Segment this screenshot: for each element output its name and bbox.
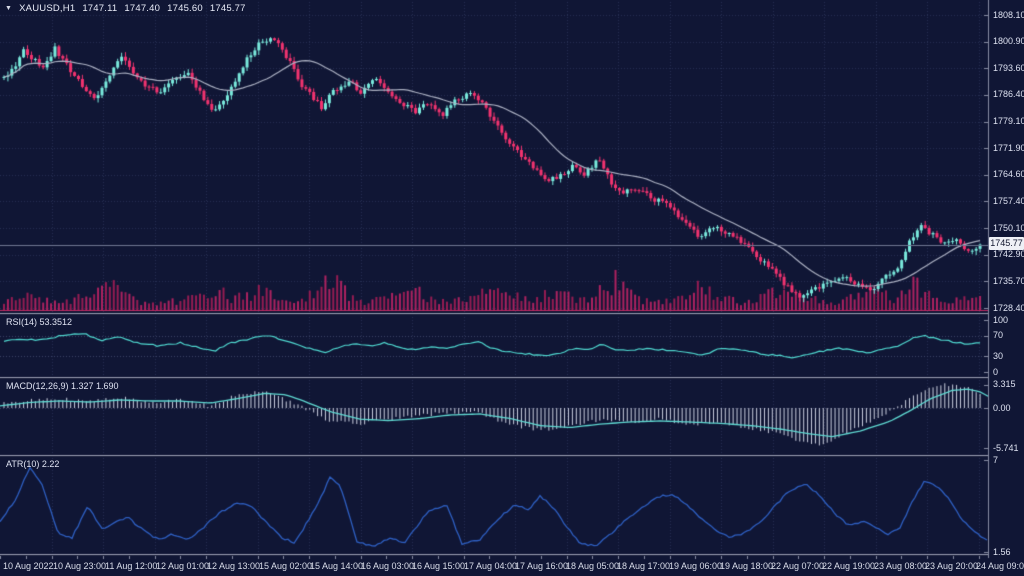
price-axis-label: 1808.10: [993, 9, 1024, 20]
time-axis-label: 17 Aug 16:00: [515, 561, 569, 571]
time-axis-label: 12 Aug 01:00: [156, 561, 210, 571]
time-axis-label: 23 Aug 08:00: [874, 561, 928, 571]
time-axis-label: 16 Aug 03:00: [361, 561, 415, 571]
atr-scale-label: 7: [993, 454, 999, 465]
price-axis-label: 1728.40: [993, 302, 1024, 313]
time-axis-label: 10 Aug 23:00: [53, 561, 107, 571]
time-axis-label: 15 Aug 02:00: [259, 561, 313, 571]
time-axis-label: 11 Aug 12:00: [105, 561, 158, 571]
time-axis-label: 10 Aug 2022: [3, 561, 54, 571]
price-axis-label: 1735.70: [993, 275, 1024, 286]
time-axis-label: 12 Aug 13:00: [207, 561, 261, 571]
rsi-scale-label: 30: [993, 350, 1004, 361]
rsi-scale-label: 0: [993, 366, 999, 377]
macd-scale-label: 3.315: [993, 379, 1016, 390]
price-axis-label: 1779.10: [993, 116, 1024, 127]
time-axis-label: 18 Aug 17:00: [617, 561, 671, 571]
price-axis-label: 1793.60: [993, 62, 1024, 73]
time-axis-label: 23 Aug 20:00: [925, 561, 979, 571]
rsi-scale-label: 70: [993, 330, 1004, 341]
time-axis-label: 17 Aug 04:00: [464, 561, 518, 571]
price-axis-label: 1742.90: [993, 249, 1024, 260]
price-axis-label: 1800.90: [993, 36, 1024, 47]
price-axis-label: 1764.60: [993, 169, 1024, 180]
price-axis-label: 1786.40: [993, 89, 1024, 100]
atr-scale-label: 1.56: [993, 546, 1011, 557]
time-axis-label: 22 Aug 19:00: [822, 561, 876, 571]
time-axis-label: 18 Aug 05:00: [566, 561, 620, 571]
time-axis-label: 22 Aug 07:00: [771, 561, 825, 571]
time-axis-label: 24 Aug 09:00: [976, 561, 1024, 571]
time-axis-label: 15 Aug 14:00: [310, 561, 364, 571]
time-axis-label: 19 Aug 18:00: [720, 561, 774, 571]
time-axis-label: 19 Aug 06:00: [669, 561, 723, 571]
price-axis-label: 1771.90: [993, 142, 1024, 153]
macd-scale-label: -5.741: [993, 442, 1019, 453]
chevron-down-icon[interactable]: ▼: [5, 5, 13, 12]
price-axis-label: 1757.40: [993, 195, 1024, 206]
price-axis-label: 1750.10: [993, 222, 1024, 233]
rsi-scale-label: 100: [993, 314, 1009, 325]
time-axis-label: 16 Aug 15:00: [412, 561, 466, 571]
macd-scale-label: 0.00: [993, 402, 1011, 413]
